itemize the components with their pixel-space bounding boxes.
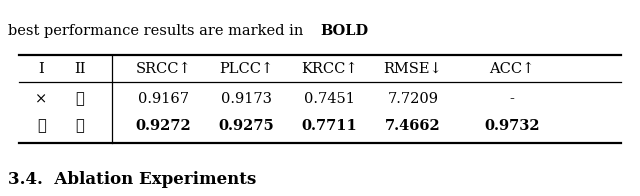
Text: 0.9732: 0.9732 — [484, 119, 540, 133]
Text: best performance results are marked in: best performance results are marked in — [8, 24, 308, 37]
Text: I: I — [39, 62, 44, 76]
Text: 0.9275: 0.9275 — [218, 119, 275, 133]
Text: ✓: ✓ — [76, 92, 84, 106]
Text: RMSE↓: RMSE↓ — [383, 62, 442, 76]
Text: 0.9167: 0.9167 — [138, 92, 189, 106]
Text: II: II — [74, 62, 86, 76]
Text: 0.7711: 0.7711 — [301, 119, 358, 133]
Text: 0.9272: 0.9272 — [135, 119, 191, 133]
Text: SRCC↑: SRCC↑ — [135, 62, 191, 76]
Text: BOLD: BOLD — [320, 24, 368, 37]
Text: 0.9173: 0.9173 — [221, 92, 272, 106]
Text: ✓: ✓ — [37, 119, 46, 133]
Text: KRCC↑: KRCC↑ — [301, 62, 358, 76]
Text: PLCC↑: PLCC↑ — [220, 62, 273, 76]
Text: 3.4.  Ablation Experiments: 3.4. Ablation Experiments — [8, 171, 256, 188]
Text: ACC↑: ACC↑ — [490, 62, 534, 76]
Text: ✓: ✓ — [76, 119, 84, 133]
Text: 0.7451: 0.7451 — [304, 92, 355, 106]
Text: .: . — [356, 24, 361, 37]
Text: 7.4662: 7.4662 — [385, 119, 441, 133]
Text: ×: × — [35, 92, 48, 106]
Text: 7.7209: 7.7209 — [387, 92, 438, 106]
Text: -: - — [509, 92, 515, 106]
